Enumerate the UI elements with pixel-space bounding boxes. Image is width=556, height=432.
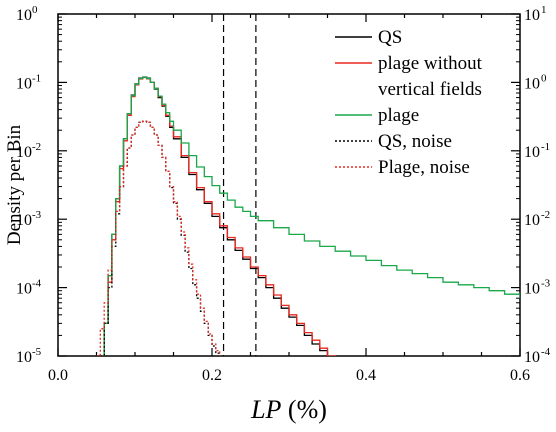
legend: QS plage without vertical fields plage QS, n… [335, 27, 483, 178]
y-right-tick-label: 10 [524, 212, 540, 229]
y-left-tick-exponent: -1 [32, 72, 41, 84]
y-left-tick-label: 10 [16, 75, 32, 92]
x-tick-label: 0.4 [356, 367, 376, 384]
series-layer [96, 76, 520, 356]
series-line [100, 76, 520, 356]
y-right-tick-exponent: -2 [541, 209, 550, 221]
y-right-tick-exponent: -3 [541, 278, 551, 290]
reference-lines [222, 14, 257, 356]
x-tick-label: 0.6 [510, 367, 530, 384]
series-line [100, 120, 221, 356]
y-right-tick-exponent: 0 [541, 72, 547, 84]
y-right-tick-exponent: -4 [541, 346, 551, 358]
legend-label: plage without [378, 53, 483, 74]
y-left-tick-label: 10 [16, 7, 32, 24]
plot-area [96, 14, 520, 356]
y-left-tick-label: 10 [16, 212, 32, 229]
y-right-tick-label: 10 [524, 7, 540, 24]
y-axis-title: Density per Bin [4, 124, 25, 245]
legend-label-line2: vertical fields [378, 79, 482, 100]
y-right-tick-label: 10 [524, 281, 540, 298]
series-line [100, 76, 336, 356]
y-left-tick-exponent: -3 [32, 209, 42, 221]
series-line [96, 120, 221, 356]
legend-label: QS, noise [378, 131, 452, 152]
series-line [100, 76, 352, 356]
x-axis-title: LP (%) [250, 395, 327, 424]
x-tick-label: 0.0 [48, 367, 68, 384]
x-axis-title-unit: (%) [281, 395, 326, 424]
x-axis-title-var: LP [250, 395, 281, 424]
y-left-tick-label: 10 [16, 281, 32, 298]
y-right-tick-label: 10 [524, 75, 540, 92]
legend-label: QS [378, 27, 402, 48]
y-right-tick-exponent: 1 [541, 4, 547, 16]
y-right-tick-label: 10 [524, 349, 540, 366]
legend-label: plage [378, 105, 419, 126]
y-right-tick-exponent: -1 [541, 141, 550, 153]
tick-labels: 0.0 0.2 0.4 0.610 -510 -410 -310 -210 -110 010 -41… [16, 4, 551, 384]
legend-label: Plage, noise [378, 157, 470, 178]
y-left-tick-label: 10 [16, 349, 32, 366]
y-right-tick-label: 10 [524, 144, 540, 161]
y-left-tick-exponent: -2 [32, 141, 41, 153]
y-left-tick-label: 10 [16, 144, 32, 161]
y-left-tick-exponent: -4 [32, 278, 42, 290]
y-left-tick-exponent: 0 [32, 4, 38, 16]
x-tick-label: 0.2 [202, 367, 222, 384]
y-left-tick-exponent: -5 [32, 346, 42, 358]
ticks-layer [57, 13, 521, 357]
